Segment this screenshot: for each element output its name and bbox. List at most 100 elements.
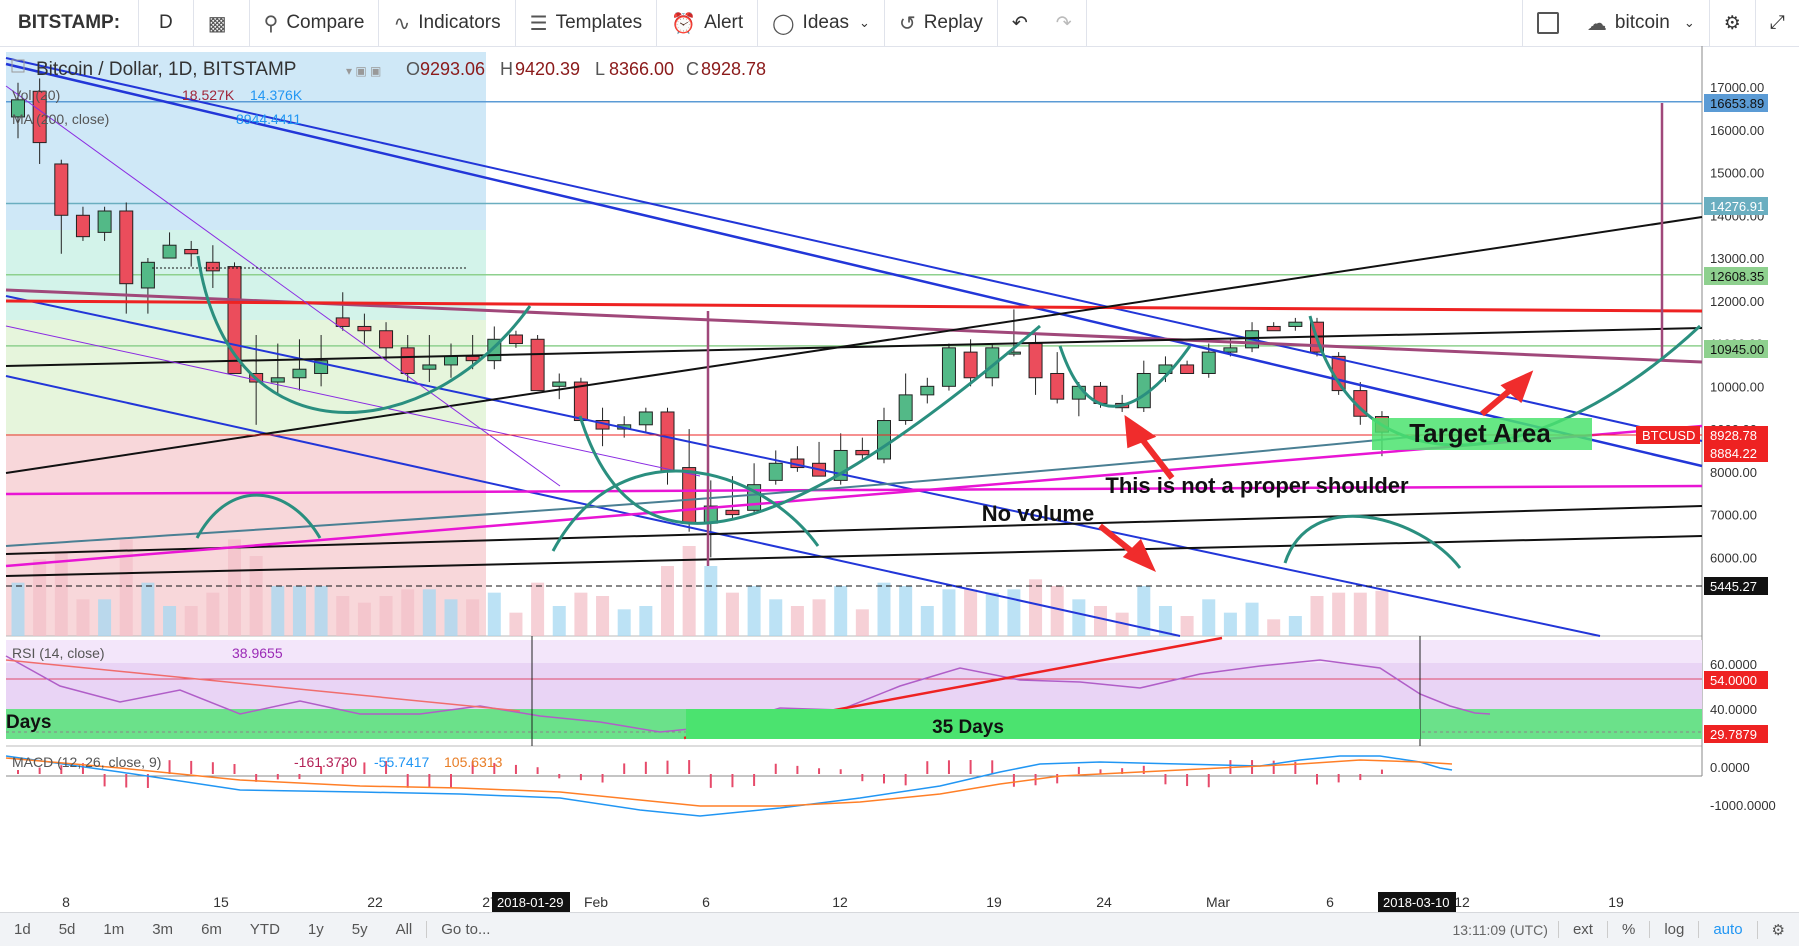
candle-body	[877, 420, 891, 460]
volume-bar	[855, 609, 869, 636]
ideas-button[interactable]: ◯ Ideas ⌄	[758, 0, 885, 46]
badge-8928-text: 8928.78	[1710, 428, 1757, 443]
volume-bar	[163, 606, 177, 636]
candle-body	[552, 381, 567, 387]
goto-button[interactable]: Go to...	[426, 921, 504, 938]
badge-5445-text: 5445.27	[1710, 579, 1757, 594]
volume-arc	[1283, 514, 1462, 569]
compare-icon: ⚲	[263, 12, 279, 35]
log-toggle[interactable]: log	[1649, 921, 1698, 938]
macd-pane: MACD (12, 26, close, 9) -161.3730 -55.74…	[5, 754, 1453, 817]
candle-body	[1180, 364, 1195, 374]
range-1m[interactable]: 1m	[103, 921, 125, 938]
replay-button[interactable]: ↺ Replay	[885, 0, 998, 46]
range-all[interactable]: All	[395, 921, 413, 938]
volume-bar	[422, 589, 436, 636]
settings-button[interactable]: ⚙	[1708, 0, 1755, 46]
macd-value-3: 105.6313	[444, 754, 503, 770]
volume-bar	[487, 592, 501, 636]
redo-button[interactable]: ↷	[1042, 0, 1087, 46]
candle-body	[270, 377, 285, 383]
volume-bar	[292, 586, 306, 636]
macd-value-2: -55.7417	[374, 754, 429, 770]
range-1d[interactable]: 1d	[14, 921, 31, 938]
date-tick: 6	[1326, 894, 1334, 910]
price-tick: 10000.00	[1710, 379, 1764, 394]
candle-body	[292, 368, 307, 379]
rsi-trendline	[5, 659, 521, 712]
rsi-35day-box	[686, 709, 1420, 739]
volume-bar	[985, 592, 999, 636]
interval-button[interactable]: D	[139, 0, 194, 46]
legend-close: 8928.78	[701, 59, 766, 79]
volume-bar	[1310, 596, 1324, 636]
undo-button[interactable]: ↶	[998, 0, 1042, 46]
legend-low: 8366.00	[609, 59, 674, 79]
series-toggle-icon[interactable]	[11, 59, 25, 73]
price-axis[interactable]: 17000.0016000.0015000.0014000.0013000.00…	[1710, 80, 1764, 565]
rsi-label: RSI (14, close)	[12, 645, 105, 661]
compare-button[interactable]: ⚲ Compare	[250, 0, 380, 46]
volume-bar	[184, 606, 198, 636]
candle-body	[1223, 347, 1238, 353]
black-trendline	[5, 535, 1703, 577]
macd-value-1: -161.3730	[294, 754, 357, 770]
account-button[interactable]: ☁ bitcoin ⌄	[1573, 0, 1709, 46]
expand-button[interactable]: ⤢	[1754, 0, 1799, 46]
volume-bar	[444, 599, 458, 636]
date-tick: 8	[62, 894, 70, 910]
date-tick: 12	[832, 894, 848, 910]
purple-thin-line	[5, 85, 561, 487]
range-5y[interactable]: 5y	[351, 921, 368, 938]
legend-h-label: H	[500, 59, 513, 79]
range-3m[interactable]: 3m	[152, 921, 174, 938]
range-1y[interactable]: 1y	[307, 921, 324, 938]
price-tick: 12000.00	[1710, 294, 1764, 309]
auto-toggle[interactable]: auto	[1698, 921, 1756, 938]
volume-bar	[899, 586, 913, 636]
volume-bar	[509, 612, 523, 636]
chart-style-button[interactable]: ▩	[194, 0, 250, 46]
legend-l-label: L	[595, 59, 605, 79]
templates-icon: ☰	[529, 12, 548, 35]
volume-bar	[1029, 579, 1043, 636]
ext-toggle[interactable]: ext	[1557, 921, 1607, 938]
ideas-label: Ideas	[802, 12, 850, 33]
fullscreen-frame-button[interactable]	[1521, 0, 1573, 46]
volume-bar	[596, 596, 610, 636]
arrow-head	[1124, 414, 1157, 449]
chevron-down-icon: ⌄	[1683, 15, 1695, 30]
macd-histogram	[17, 760, 1383, 788]
candle-body	[54, 163, 69, 216]
target-area-label: Target Area	[1409, 418, 1551, 448]
range-ytd[interactable]: YTD	[249, 921, 280, 938]
volume-bar	[401, 589, 415, 636]
macd-label: MACD (12, 26, close, 9)	[12, 754, 161, 770]
indicators-icon: ∿	[393, 12, 411, 35]
volume-bar	[1094, 606, 1107, 636]
cloud-icon: ☁	[1586, 12, 1607, 35]
utc-clock[interactable]: 13:11:09 (UTC)	[1452, 921, 1548, 938]
legend-menu-icon[interactable]: ▾ ▣ ▣	[346, 64, 381, 78]
rsi-pane: Days 35 Days RSI (14, close) 38.9655	[5, 636, 1702, 746]
ma-label: MA (200, close)	[12, 111, 109, 127]
vol-value-b: 14.376K	[250, 87, 303, 103]
range-5d[interactable]: 5d	[58, 921, 76, 938]
percent-toggle[interactable]: %	[1606, 921, 1649, 938]
candle-body	[465, 355, 480, 362]
volume-bar	[552, 606, 566, 636]
volume-bar	[228, 539, 241, 636]
undo-icon: ↶	[1011, 12, 1028, 34]
price-tick: 17000.00	[1710, 80, 1764, 95]
symbol-search[interactable]: BITSTAMP:	[0, 0, 140, 46]
alert-button[interactable]: ⏰ Alert	[657, 0, 759, 46]
volume-bar	[98, 599, 112, 636]
range-6m[interactable]: 6m	[201, 921, 222, 938]
chart-settings-button[interactable]: ⚙	[1756, 920, 1799, 939]
volume-arc	[195, 493, 322, 539]
indicators-button[interactable]: ∿ Indicators	[379, 0, 516, 46]
templates-button[interactable]: ☰ Templates	[516, 0, 658, 46]
chart-canvas[interactable]: Target Area This is not a proper shoulde…	[0, 46, 1799, 912]
vol-label: Vol (20)	[12, 87, 60, 103]
volume-bar	[1288, 616, 1302, 636]
